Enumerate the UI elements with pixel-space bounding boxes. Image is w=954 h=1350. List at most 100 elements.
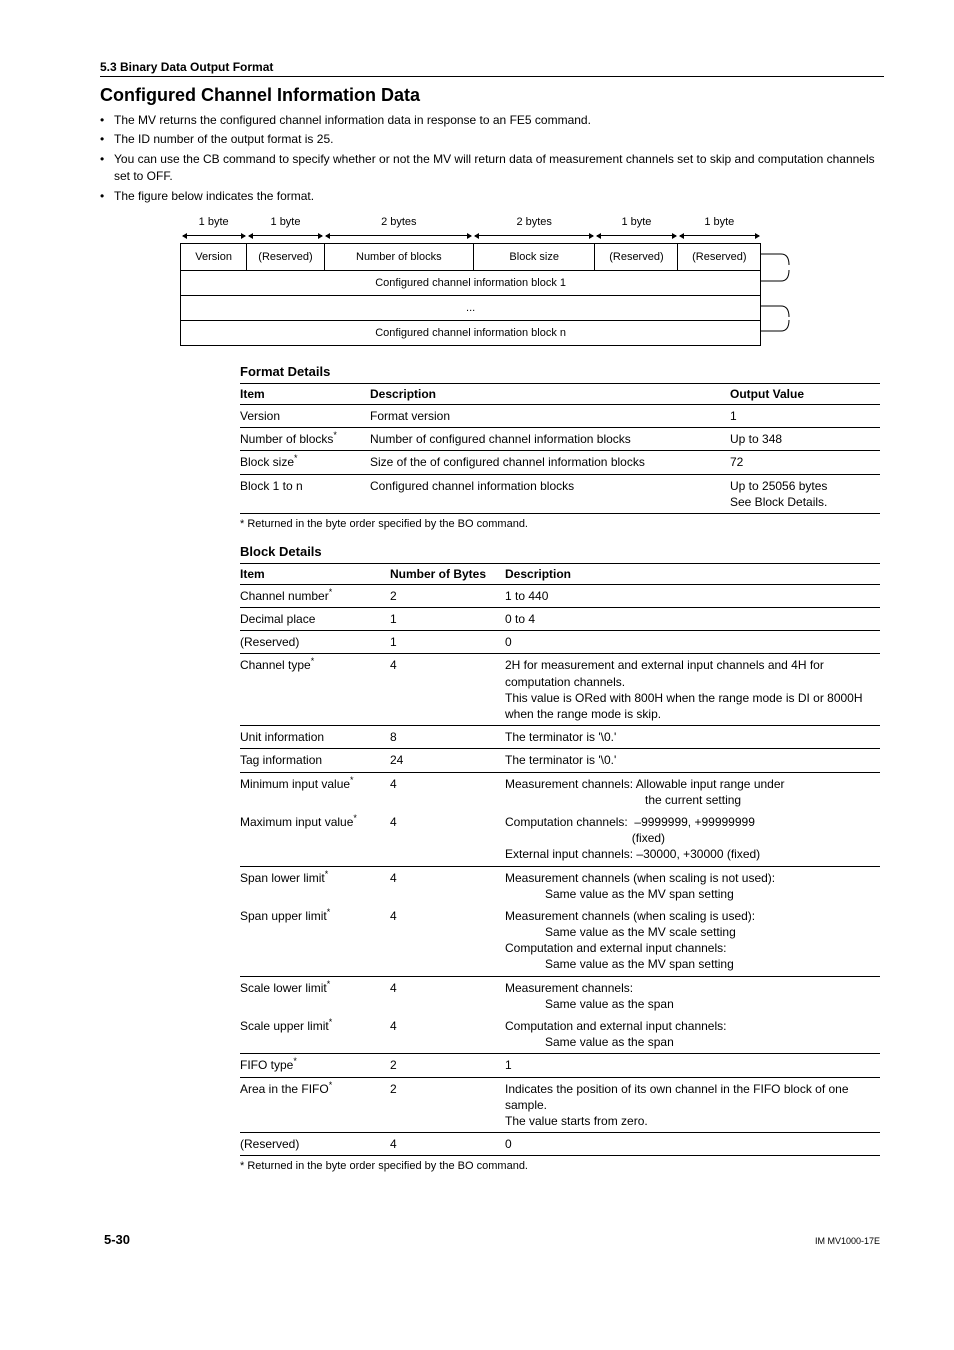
table-cell-bytes: 4 [390,1133,505,1156]
block-details-heading: Block Details [240,544,884,559]
block-row: Configured channel information block n [181,320,761,345]
byte-label: 1 byte [595,213,678,231]
table-cell-bytes: 4 [390,905,505,976]
table-cell-item: Unit information [240,726,390,749]
table-cell-bytes: 2 [390,1077,505,1133]
format-footnote: * Returned in the byte order specified b… [240,518,884,530]
header-cell: Version [181,243,247,270]
table-cell-output: 72 [730,451,880,474]
table-cell-bytes: 4 [390,1015,505,1054]
table-cell-desc: 1 [505,1054,880,1077]
header-cell: (Reserved) [678,243,761,270]
connector-icon [761,243,796,265]
block-details-table: Item Number of Bytes Description Channel… [240,563,880,1156]
table-cell-bytes: 1 [390,608,505,631]
byte-diagram: 1 byte 1 byte 2 bytes 2 bytes 1 byte 1 b… [180,213,800,346]
bullet: The ID number of the output format is 25… [100,131,884,148]
col-header: Number of Bytes [390,563,505,584]
table-cell-item: Number of blocks* [240,428,370,451]
table-cell-desc: Configured channel information blocks [370,474,730,513]
arrow-icon [249,235,322,236]
format-details-table: Item Description Output Value VersionFor… [240,383,880,514]
section-path: 5.3 Binary Data Output Format [100,60,884,74]
connector-icon [761,270,796,292]
table-cell-item: Tag information [240,749,390,772]
table-cell-item: Channel number* [240,584,390,607]
col-header: Item [240,383,370,404]
table-cell-bytes: 4 [390,811,505,866]
block-row: Configured channel information block 1 [181,270,761,295]
table-cell-bytes: 24 [390,749,505,772]
table-cell-item: Channel type* [240,654,390,726]
arrow-icon [597,235,676,236]
table-cell-desc: Measurement channels: Same value as the … [505,976,880,1015]
table-cell-bytes: 2 [390,584,505,607]
table-cell-item: Maximum input value* [240,811,390,866]
table-cell-desc: Number of configured channel information… [370,428,730,451]
table-cell-desc: Computation and external input channels:… [505,1015,880,1054]
bullet: The figure below indicates the format. [100,188,884,205]
header-cell: Number of blocks [324,243,473,270]
byte-label: 2 bytes [324,213,473,231]
header-cell: Block size [473,243,595,270]
col-header: Output Value [730,383,880,404]
table-cell-desc: Measurement channels (when scaling is no… [505,866,880,905]
byte-label: 2 bytes [473,213,595,231]
table-cell-bytes: 4 [390,772,505,811]
table-cell-bytes: 8 [390,726,505,749]
page-title: Configured Channel Information Data [100,85,884,106]
header-cell: (Reserved) [595,243,678,270]
table-cell-desc: Indicates the position of its own channe… [505,1077,880,1133]
table-cell-desc: The terminator is '\0.' [505,726,880,749]
connector-icon [761,295,796,317]
table-cell-desc: 1 to 440 [505,584,880,607]
table-cell-item: Block size* [240,451,370,474]
table-cell-desc: Measurement channels: Allowable input ra… [505,772,880,811]
byte-label: 1 byte [247,213,324,231]
connector-icon [761,320,796,342]
table-cell-item: Scale upper limit* [240,1015,390,1054]
table-cell-item: Span lower limit* [240,866,390,905]
table-cell-bytes: 4 [390,866,505,905]
table-cell-item: (Reserved) [240,631,390,654]
table-cell-desc: 2H for measurement and external input ch… [505,654,880,726]
doc-id: IM MV1000-17E [815,1236,880,1246]
block-footnote: * Returned in the byte order specified b… [240,1160,884,1172]
table-cell-desc: 0 [505,631,880,654]
page-number: 5-30 [104,1232,130,1247]
arrow-icon [326,235,471,236]
table-cell-item: Scale lower limit* [240,976,390,1015]
table-cell-desc: Size of the of configured channel inform… [370,451,730,474]
table-cell-bytes: 4 [390,654,505,726]
table-cell-desc: Measurement channels (when scaling is us… [505,905,880,976]
table-cell-bytes: 4 [390,976,505,1015]
intro-bullets: The MV returns the configured channel in… [100,112,884,205]
col-header: Description [505,563,880,584]
block-row-ellipsis: ... [181,295,761,320]
table-cell-item: Block 1 to n [240,474,370,513]
page-footer: 5-30 IM MV1000-17E [100,1232,884,1247]
table-cell-desc: The terminator is '\0.' [505,749,880,772]
header-cell: (Reserved) [247,243,324,270]
table-cell-desc: Format version [370,404,730,427]
byte-label: 1 byte [181,213,247,231]
arrow-icon [183,235,245,236]
table-cell-bytes: 1 [390,631,505,654]
arrow-icon [680,235,759,236]
table-cell-output: Up to 348 [730,428,880,451]
table-cell-item: Area in the FIFO* [240,1077,390,1133]
col-header: Description [370,383,730,404]
table-cell-item: Minimum input value* [240,772,390,811]
separator [100,76,884,77]
bullet: You can use the CB command to specify wh… [100,151,884,186]
table-cell-output: Up to 25056 bytesSee Block Details. [730,474,880,513]
col-header: Item [240,563,390,584]
table-cell-desc: 0 [505,1133,880,1156]
arrow-icon [475,235,593,236]
table-cell-item: Span upper limit* [240,905,390,976]
bullet: The MV returns the configured channel in… [100,112,884,129]
byte-label: 1 byte [678,213,761,231]
table-cell-desc: 0 to 4 [505,608,880,631]
format-details-heading: Format Details [240,364,884,379]
table-cell-desc: Computation channels: –9999999, +9999999… [505,811,880,866]
